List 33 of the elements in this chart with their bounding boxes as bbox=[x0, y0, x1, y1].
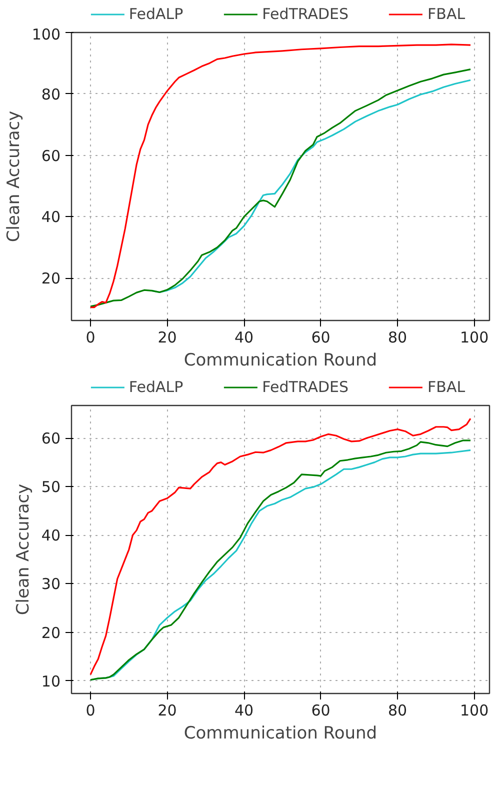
y-tick-label: 10 bbox=[41, 672, 61, 690]
x-tick-label: 20 bbox=[158, 702, 177, 720]
y-tick-label: 50 bbox=[41, 478, 61, 496]
y-axis-title: Clean Accuracy bbox=[13, 484, 34, 616]
y-tick-label: 20 bbox=[41, 270, 61, 288]
legend-label: FBAL bbox=[428, 378, 466, 396]
y-axis-title: Clean Accuracy bbox=[4, 110, 24, 242]
y-tick-label: 60 bbox=[41, 430, 61, 448]
y-tick-label: 80 bbox=[41, 85, 61, 104]
y-tick-label: 20 bbox=[41, 624, 61, 642]
x-axis-title: Communication Round bbox=[184, 350, 378, 370]
x-tick-label: 60 bbox=[311, 702, 330, 720]
y-tick-label: 30 bbox=[41, 575, 61, 594]
x-tick-label: 60 bbox=[311, 328, 330, 346]
y-tick-label: 40 bbox=[41, 208, 61, 226]
legend-label: FedTRADES bbox=[262, 378, 349, 396]
x-tick-label: 100 bbox=[460, 702, 489, 720]
x-tick-label: 0 bbox=[86, 328, 96, 346]
legend-label: FedTRADES bbox=[262, 5, 349, 23]
x-tick-label: 0 bbox=[86, 702, 96, 720]
legend-label: FedALP bbox=[128, 378, 184, 396]
x-tick-label: 20 bbox=[158, 328, 177, 346]
y-tick-label: 40 bbox=[41, 526, 61, 545]
y-tick-label: 60 bbox=[41, 146, 61, 165]
x-axis-title: Communication Round bbox=[184, 724, 378, 744]
legend-label: FBAL bbox=[428, 5, 466, 23]
x-tick-label: 80 bbox=[388, 702, 408, 720]
legend-label: FedALP bbox=[128, 5, 184, 23]
x-tick-label: 100 bbox=[460, 328, 489, 346]
y-tick-label: 100 bbox=[32, 26, 61, 44]
x-tick-label: 40 bbox=[234, 702, 254, 720]
x-tick-label: 40 bbox=[234, 328, 254, 346]
x-tick-label: 80 bbox=[388, 328, 408, 346]
